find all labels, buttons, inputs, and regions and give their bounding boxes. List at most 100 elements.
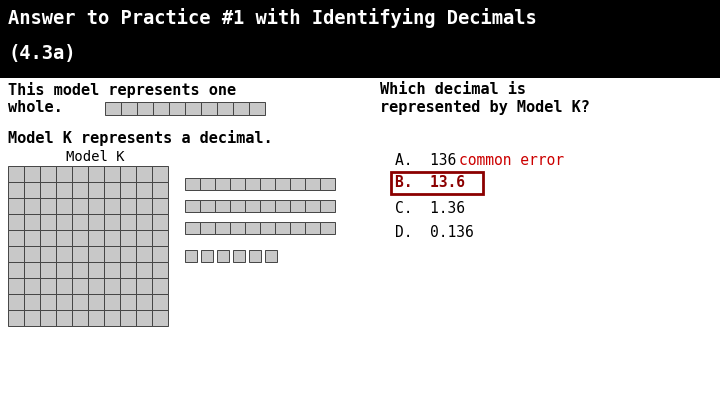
Bar <box>185 200 200 212</box>
Bar <box>88 198 104 214</box>
Bar <box>8 182 24 198</box>
Bar <box>88 294 104 310</box>
Bar <box>72 294 88 310</box>
Text: This model represents one: This model represents one <box>8 82 236 98</box>
Bar <box>152 166 168 182</box>
Bar <box>88 182 104 198</box>
Bar <box>120 278 136 294</box>
Bar <box>104 310 120 326</box>
Bar <box>104 262 120 278</box>
Bar <box>185 222 200 234</box>
Bar <box>40 230 56 246</box>
Bar <box>152 278 168 294</box>
Bar <box>152 230 168 246</box>
Bar <box>200 200 215 212</box>
Bar <box>153 102 169 115</box>
Bar <box>320 222 335 234</box>
Bar <box>185 102 201 115</box>
Bar <box>24 246 40 262</box>
Bar <box>200 222 215 234</box>
Bar <box>56 214 72 230</box>
Text: (4.3a): (4.3a) <box>8 44 76 63</box>
Bar <box>245 222 260 234</box>
Bar <box>24 198 40 214</box>
Bar <box>40 166 56 182</box>
Text: Which decimal is: Which decimal is <box>380 82 526 97</box>
Bar <box>40 278 56 294</box>
Bar <box>8 246 24 262</box>
Bar <box>305 178 320 190</box>
Bar <box>120 246 136 262</box>
Bar <box>233 102 249 115</box>
Bar <box>40 214 56 230</box>
Bar <box>40 246 56 262</box>
Bar <box>230 200 245 212</box>
Bar <box>24 166 40 182</box>
Bar <box>72 246 88 262</box>
Bar <box>217 102 233 115</box>
Bar <box>24 214 40 230</box>
Bar <box>104 198 120 214</box>
Bar <box>104 294 120 310</box>
Bar <box>88 246 104 262</box>
Bar <box>8 310 24 326</box>
Bar <box>8 166 24 182</box>
Bar <box>56 230 72 246</box>
Bar <box>136 310 152 326</box>
Text: whole.: whole. <box>8 100 63 115</box>
Text: C.  1.36: C. 1.36 <box>395 201 465 216</box>
Bar <box>305 200 320 212</box>
Bar <box>136 246 152 262</box>
Bar <box>152 198 168 214</box>
Bar <box>275 178 290 190</box>
Bar <box>305 222 320 234</box>
Bar <box>8 198 24 214</box>
Bar <box>136 294 152 310</box>
Bar <box>8 278 24 294</box>
Bar <box>40 262 56 278</box>
Bar <box>217 250 229 262</box>
Bar <box>72 198 88 214</box>
Bar <box>104 230 120 246</box>
Bar <box>152 214 168 230</box>
Bar <box>88 262 104 278</box>
Bar <box>8 262 24 278</box>
Bar <box>230 222 245 234</box>
Text: Model K represents a decimal.: Model K represents a decimal. <box>8 130 273 146</box>
Text: represented by Model K?: represented by Model K? <box>380 100 590 115</box>
Bar <box>72 262 88 278</box>
Bar <box>72 182 88 198</box>
Bar <box>200 178 215 190</box>
Bar <box>120 230 136 246</box>
Bar <box>136 198 152 214</box>
Bar <box>104 278 120 294</box>
Bar <box>24 278 40 294</box>
Bar <box>88 310 104 326</box>
Bar <box>104 182 120 198</box>
Bar <box>136 278 152 294</box>
Bar <box>260 222 275 234</box>
Bar <box>72 166 88 182</box>
Bar <box>88 214 104 230</box>
Bar <box>260 178 275 190</box>
Bar <box>56 310 72 326</box>
Text: B.  13.6: B. 13.6 <box>395 175 465 190</box>
Bar <box>8 294 24 310</box>
Bar <box>201 250 213 262</box>
Bar <box>104 246 120 262</box>
Bar <box>120 182 136 198</box>
Bar <box>275 200 290 212</box>
Bar <box>152 182 168 198</box>
Text: D.  0.136: D. 0.136 <box>395 225 474 240</box>
Bar <box>72 310 88 326</box>
Bar <box>215 200 230 212</box>
Bar <box>152 262 168 278</box>
Bar <box>185 178 200 190</box>
Bar <box>233 250 245 262</box>
Bar <box>0 0 720 78</box>
Bar <box>137 102 153 115</box>
Bar <box>249 102 265 115</box>
Bar <box>290 200 305 212</box>
Bar <box>152 246 168 262</box>
Bar <box>56 182 72 198</box>
